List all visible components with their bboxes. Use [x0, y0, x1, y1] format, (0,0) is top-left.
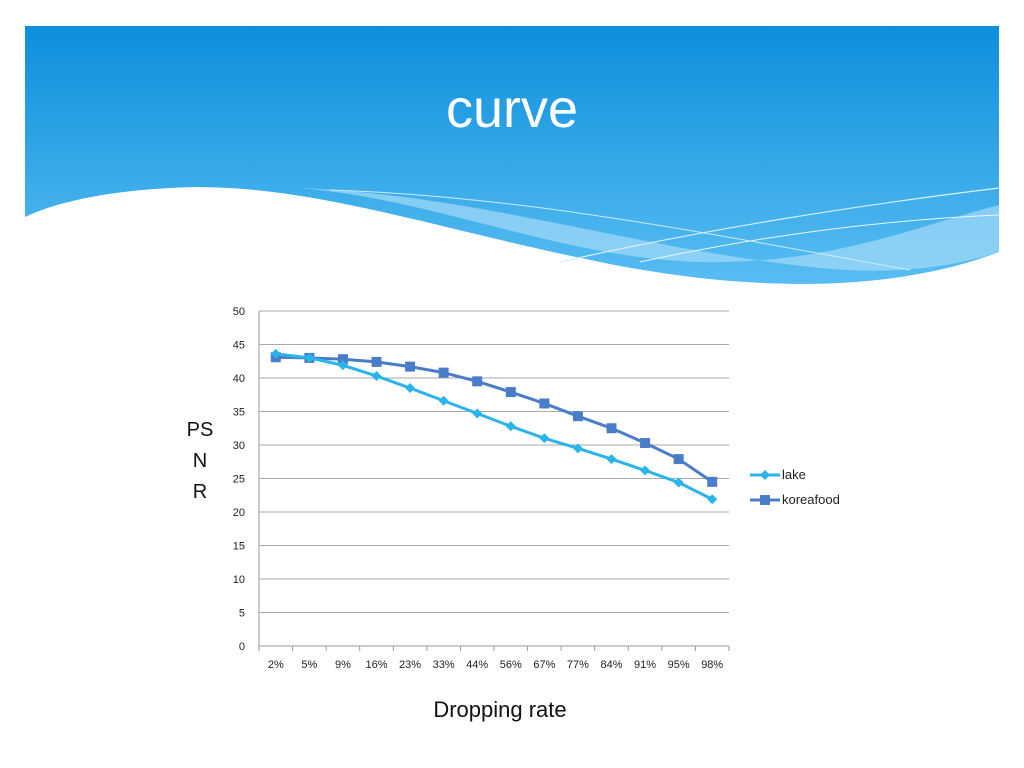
data-point	[505, 421, 516, 432]
data-point	[337, 360, 348, 371]
x-tick-label: 77%	[567, 659, 589, 671]
data-point	[572, 411, 583, 422]
y-tick-label: 5	[239, 608, 245, 620]
series-lake	[270, 348, 718, 505]
data-point	[371, 370, 382, 381]
x-tick-label: 56%	[500, 659, 522, 671]
x-axis-label: Dropping rate	[433, 697, 567, 722]
y-tick-label: 10	[233, 574, 245, 586]
data-point	[438, 395, 449, 406]
y-tick-label: 30	[233, 440, 245, 452]
legend-item-koreafood: koreafood	[750, 492, 840, 507]
y-tick-label: 20	[233, 507, 245, 519]
x-tick-label: 16%	[365, 659, 387, 671]
legend-label: koreafood	[782, 492, 840, 507]
slide-title: curve	[445, 79, 579, 139]
data-point	[707, 494, 718, 505]
y-tick-labels: 0 5 10 15 20 25 30 35 40 45 50	[233, 306, 245, 653]
x-tick-label: 33%	[433, 659, 455, 671]
y-tick-label: 0	[239, 641, 245, 653]
y-tick-label: 15	[233, 541, 245, 553]
legend-marker	[760, 470, 770, 480]
gridlines	[258, 310, 730, 651]
x-tick-label: 98%	[701, 659, 723, 671]
data-point	[405, 361, 416, 372]
data-point	[640, 437, 651, 448]
data-point	[438, 367, 449, 378]
data-point	[606, 454, 617, 465]
data-point	[270, 348, 281, 359]
y-axis-label: PSNR	[186, 419, 214, 503]
x-tick-label: 95%	[668, 659, 690, 671]
series-line	[275, 352, 713, 501]
x-tick-label: 2%	[268, 659, 284, 671]
series-line	[275, 355, 714, 484]
data-point	[371, 356, 382, 367]
data-point	[707, 476, 718, 487]
legend-marker	[760, 495, 770, 505]
data-point	[472, 376, 483, 387]
data-point	[539, 398, 550, 409]
x-tick-label: 23%	[399, 659, 421, 671]
series-group	[270, 348, 718, 505]
data-point	[304, 352, 315, 363]
x-tick-label: 9%	[335, 659, 351, 671]
data-point	[539, 433, 550, 444]
x-tick-label: 91%	[634, 659, 656, 671]
legend-item-lake: lake	[750, 467, 806, 482]
data-point	[472, 408, 483, 419]
data-point	[337, 354, 348, 365]
data-point	[572, 443, 583, 454]
data-point	[606, 423, 617, 434]
data-point	[405, 383, 416, 394]
x-tick-labels: 2% 5% 9% 16% 23% 33% 44% 56% 67% 77% 84% 91% 95% 98%	[268, 659, 724, 671]
y-tick-label: 40	[233, 373, 245, 385]
series-koreafood	[270, 352, 718, 487]
legend-label: lake	[782, 467, 806, 482]
legend: lake koreafood	[750, 467, 840, 507]
data-point	[640, 465, 651, 476]
y-tick-label: 25	[233, 474, 245, 486]
x-tick-label: 84%	[600, 659, 622, 671]
x-tick-label: 5%	[301, 659, 317, 671]
slide-header-banner	[25, 26, 1000, 284]
y-tick-label: 45	[233, 340, 245, 352]
x-tick-label: 67%	[533, 659, 555, 671]
data-point	[673, 477, 684, 488]
data-point	[673, 454, 684, 465]
y-tick-label: 50	[233, 306, 245, 318]
data-point	[505, 387, 516, 398]
x-tick-label: 44%	[466, 659, 488, 671]
y-tick-label: 35	[233, 407, 245, 419]
